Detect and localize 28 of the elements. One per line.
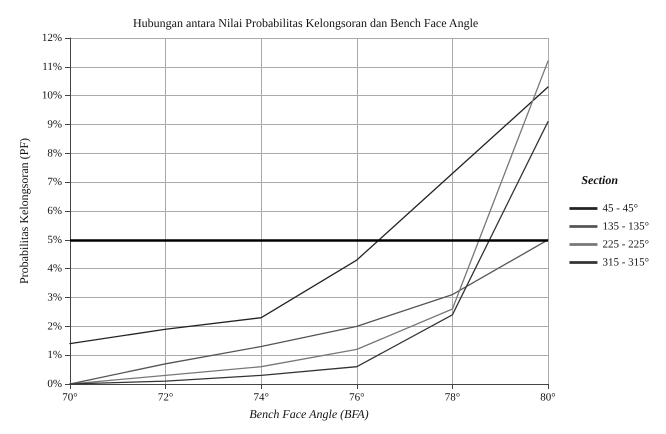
x-tick-label: 78° (444, 392, 460, 404)
y-tick-label: 10% (42, 90, 62, 102)
y-tick-label: 4% (47, 262, 62, 275)
legend-label: 135 - 135° (602, 220, 649, 232)
x-axis-title: Bench Face Angle (BFA) (249, 406, 369, 421)
legend-label: 45 - 45° (602, 202, 638, 214)
legend-label: 225 - 225° (602, 238, 649, 250)
line-series (69, 86, 549, 344)
y-tick-label: 11% (42, 60, 62, 73)
y-tick-label: 6% (47, 205, 62, 217)
x-tick-label: 76° (349, 392, 365, 404)
y-tick-label: 1% (47, 349, 62, 362)
x-tick-label: 80° (540, 392, 556, 404)
y-tick-label: 0% (47, 378, 62, 390)
y-tick-label: 3% (47, 292, 62, 304)
y-tick-label: 5% (47, 234, 62, 246)
y-tick-label: 2% (47, 320, 62, 332)
x-tick-label: 70° (62, 392, 78, 404)
chart-title: Hubungan antara Nilai Probabilitas Kelongsoran dan Bench Face Angle (133, 16, 478, 30)
y-tick-label: 12% (42, 32, 62, 44)
x-tick-label: 74° (253, 392, 269, 404)
y-axis-title: Probabilitas Kelongsoran (PF) (17, 138, 31, 284)
y-tick-label: 9% (47, 118, 62, 130)
y-tick-label: 7% (47, 176, 62, 188)
x-tick-label: 72° (158, 392, 174, 404)
legend-title: Section (581, 173, 618, 187)
legend-label: 315 - 315° (602, 256, 649, 268)
y-tick-label: 8% (47, 147, 62, 160)
